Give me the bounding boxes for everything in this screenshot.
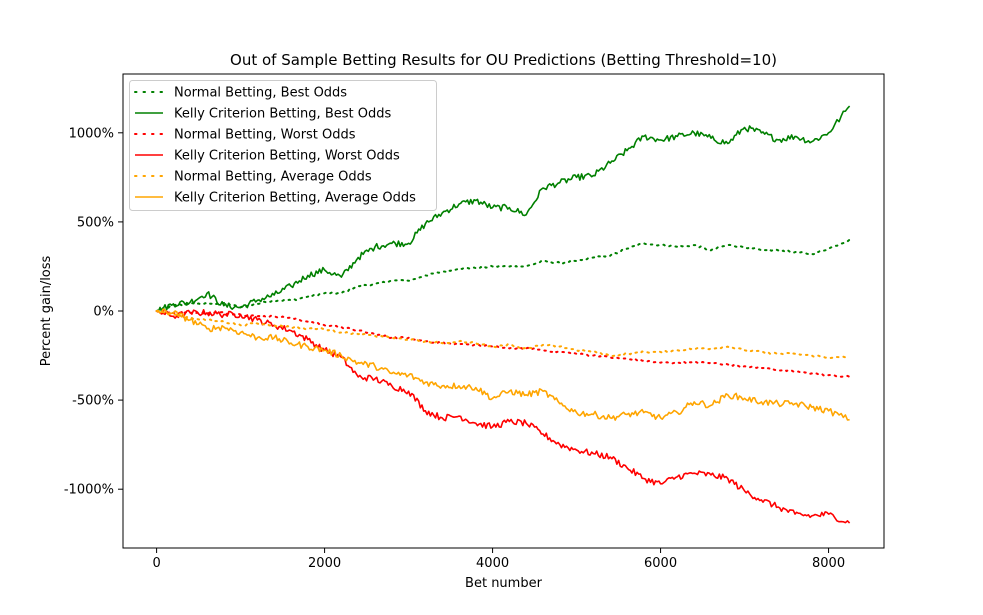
legend-label-5: Normal Betting, Average Odds [174,170,372,185]
y-tick-label: 500% [77,215,114,230]
legend-label-6: Kelly Criterion Betting, Average Odds [174,191,416,206]
y-axis-ticks: 1000% 500% 0% -500% -1000% [64,126,123,498]
legend-label-4: Kelly Criterion Betting, Worst Odds [174,149,400,164]
series-line-6 [156,308,850,421]
x-tick-label: 0 [152,556,160,571]
y-tick-label: 0% [93,305,114,320]
y-axis-label: Percent gain/loss [39,255,54,366]
legend-items: Normal Betting, Best Odds Kelly Criterion… [134,86,416,206]
legend: Normal Betting, Best Odds Kelly Criterion… [129,80,437,211]
series-line-3 [155,310,851,378]
legend-label-1: Normal Betting, Best Odds [174,86,347,101]
chart-title: Out of Sample Betting Results for OU Pre… [230,51,777,69]
y-tick-label: -1000% [64,483,114,498]
series-line-2 [156,105,851,313]
y-tick-label: 1000% [69,126,114,141]
x-axis-ticks: 0 2000 4000 6000 8000 [152,548,845,571]
y-tick-label: -500% [72,394,114,409]
x-tick-label: 2000 [308,556,341,571]
x-tick-label: 6000 [644,556,677,571]
series-line-4 [156,309,851,524]
x-tick-label: 8000 [812,556,845,571]
x-axis-label: Bet number [465,576,543,591]
legend-label-3: Normal Betting, Worst Odds [174,128,356,143]
series-line-5 [155,310,851,359]
legend-label-2: Kelly Criterion Betting, Best Odds [174,107,391,122]
series-line-1 [155,238,851,312]
legend-box [129,80,437,211]
x-tick-label: 4000 [476,556,509,571]
series-layer [155,105,851,524]
